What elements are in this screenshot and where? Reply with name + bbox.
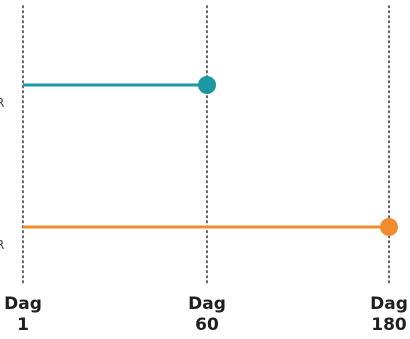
row-label-1: R bbox=[0, 238, 4, 252]
row-label-0: R bbox=[0, 96, 4, 110]
row-labels: RR bbox=[0, 96, 4, 252]
x-tick-labels: Dag 1 Dag 60 Dag 180 bbox=[4, 294, 408, 335]
series-end-marker-0 bbox=[198, 76, 216, 94]
x-tick-label-2: Dag 180 bbox=[370, 294, 408, 335]
gridlines bbox=[22, 5, 390, 285]
series-end-marker-1 bbox=[380, 218, 398, 236]
x-tick-label-0: Dag 1 bbox=[4, 294, 42, 335]
series-layer bbox=[23, 76, 398, 236]
x-tick-label-1: Dag 60 bbox=[188, 294, 226, 335]
